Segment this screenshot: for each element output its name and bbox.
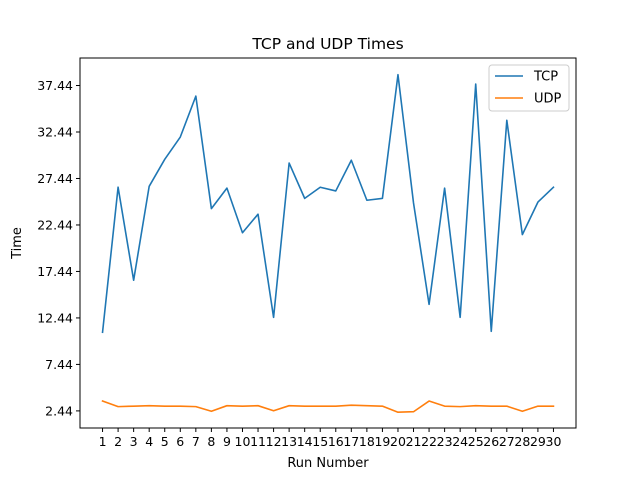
chart-title: TCP and UDP Times [251, 35, 403, 53]
y-tick-label: 7.44 [45, 357, 73, 372]
y-tick-label: 27.44 [37, 171, 73, 186]
x-tick-label: 8 [207, 434, 215, 449]
x-tick-label: 15 [312, 434, 328, 449]
x-tick-label: 17 [343, 434, 359, 449]
x-tick-label: 21 [406, 434, 422, 449]
x-tick-label: 26 [483, 434, 499, 449]
x-tick-label: 10 [235, 434, 251, 449]
legend-label-tcp: TCP [533, 70, 558, 85]
series-line-udp [101, 400, 555, 414]
x-tick-label: 19 [374, 434, 390, 449]
x-tick-label: 2 [114, 434, 122, 449]
series-layer [101, 73, 555, 414]
y-tick-label: 32.44 [37, 125, 73, 140]
x-axis: 1 2 3 4 5 6 7 8 9 10 11 12 13 14 15 16 17 18 19 20 21 22 23 24 2… [99, 428, 562, 449]
x-tick-label: 13 [281, 434, 297, 449]
x-tick-label: 28 [514, 434, 530, 449]
x-tick-label: 20 [390, 434, 406, 449]
y-tick-label: 22.44 [37, 217, 73, 232]
plot-frame [79, 57, 577, 429]
x-tick-label: 5 [161, 434, 169, 449]
series-line-tcp [101, 73, 555, 334]
y-tick-label: 17.44 [37, 264, 73, 279]
x-tick-label: 14 [297, 434, 313, 449]
y-tick-label: 2.44 [45, 403, 73, 418]
x-tick-label: 24 [452, 434, 468, 449]
x-tick-label: 3 [130, 434, 138, 449]
y-tick-label: 12.44 [37, 310, 73, 325]
x-tick-label: 11 [250, 434, 266, 449]
legend: TCP UDP [488, 64, 570, 112]
x-tick-label: 23 [437, 434, 453, 449]
y-axis: 2.44 7.44 12.44 17.44 22.44 27.44 32.44 37.44 [37, 78, 80, 418]
x-tick-label: 1 [99, 434, 107, 449]
x-axis-label: Run Number [287, 456, 369, 471]
y-axis-label: Time [10, 227, 25, 260]
x-tick-label: 18 [359, 434, 375, 449]
x-tick-label: 6 [176, 434, 184, 449]
x-tick-label: 4 [145, 434, 153, 449]
x-tick-label: 30 [546, 434, 562, 449]
x-tick-label: 16 [328, 434, 344, 449]
x-tick-label: 7 [192, 434, 200, 449]
plot-area [79, 57, 577, 429]
x-tick-label: 12 [266, 434, 282, 449]
x-tick-label: 29 [530, 434, 546, 449]
x-tick-label: 22 [421, 434, 437, 449]
legend-label-udp: UDP [534, 92, 562, 107]
y-tick-label: 37.44 [37, 78, 73, 93]
x-tick-label: 9 [223, 434, 231, 449]
x-tick-label: 27 [499, 434, 515, 449]
x-tick-label: 25 [468, 434, 484, 449]
